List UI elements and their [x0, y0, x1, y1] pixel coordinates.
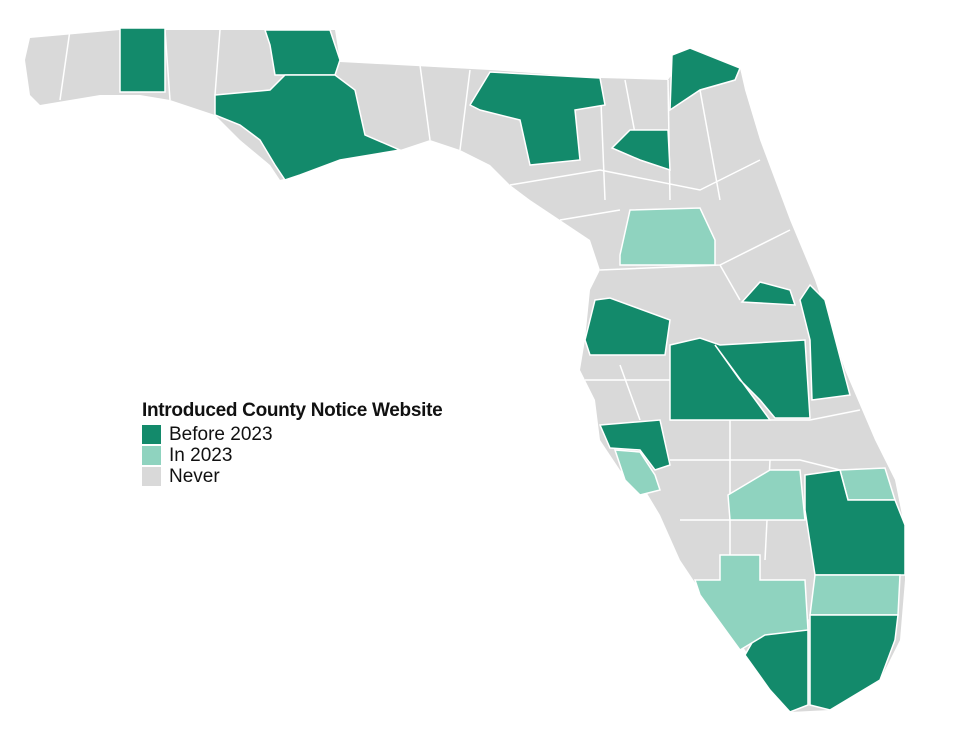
county-before [740, 281, 797, 306]
county-before [809, 614, 899, 711]
county-borders [59, 29, 861, 580]
county-in2023 [613, 449, 661, 496]
county-in2023 [809, 574, 901, 616]
county-before [263, 29, 341, 76]
legend-swatch-never [142, 467, 161, 486]
legend-title: Introduced County Notice Website [142, 400, 443, 421]
county-in2023 [693, 554, 809, 651]
legend-label: In 2023 [169, 444, 233, 466]
legend-swatch-in-2023 [142, 446, 161, 465]
county-before [119, 27, 166, 93]
county-before [804, 469, 906, 576]
county-before [598, 419, 671, 471]
county-before [214, 74, 403, 181]
county-before [799, 283, 851, 401]
county-in2023 [727, 469, 806, 521]
county-before [610, 129, 671, 172]
county-layer [119, 27, 906, 713]
county-in2023 [619, 207, 716, 266]
legend-item-never: Never [142, 466, 442, 487]
legend-label: Never [169, 465, 220, 487]
county-before [669, 337, 811, 421]
legend-swatch-before-2023 [142, 425, 161, 444]
legend-item-before-2023: Before 2023 [142, 424, 442, 445]
county-before [584, 297, 671, 356]
county-in2023 [839, 467, 897, 501]
county-before [669, 47, 741, 112]
legend-label: Before 2023 [169, 423, 273, 445]
county-before [468, 71, 606, 166]
legend-item-in-2023: In 2023 [142, 445, 442, 466]
legend: Introduced County Notice Website Before … [142, 400, 443, 487]
state-outline [25, 30, 905, 712]
